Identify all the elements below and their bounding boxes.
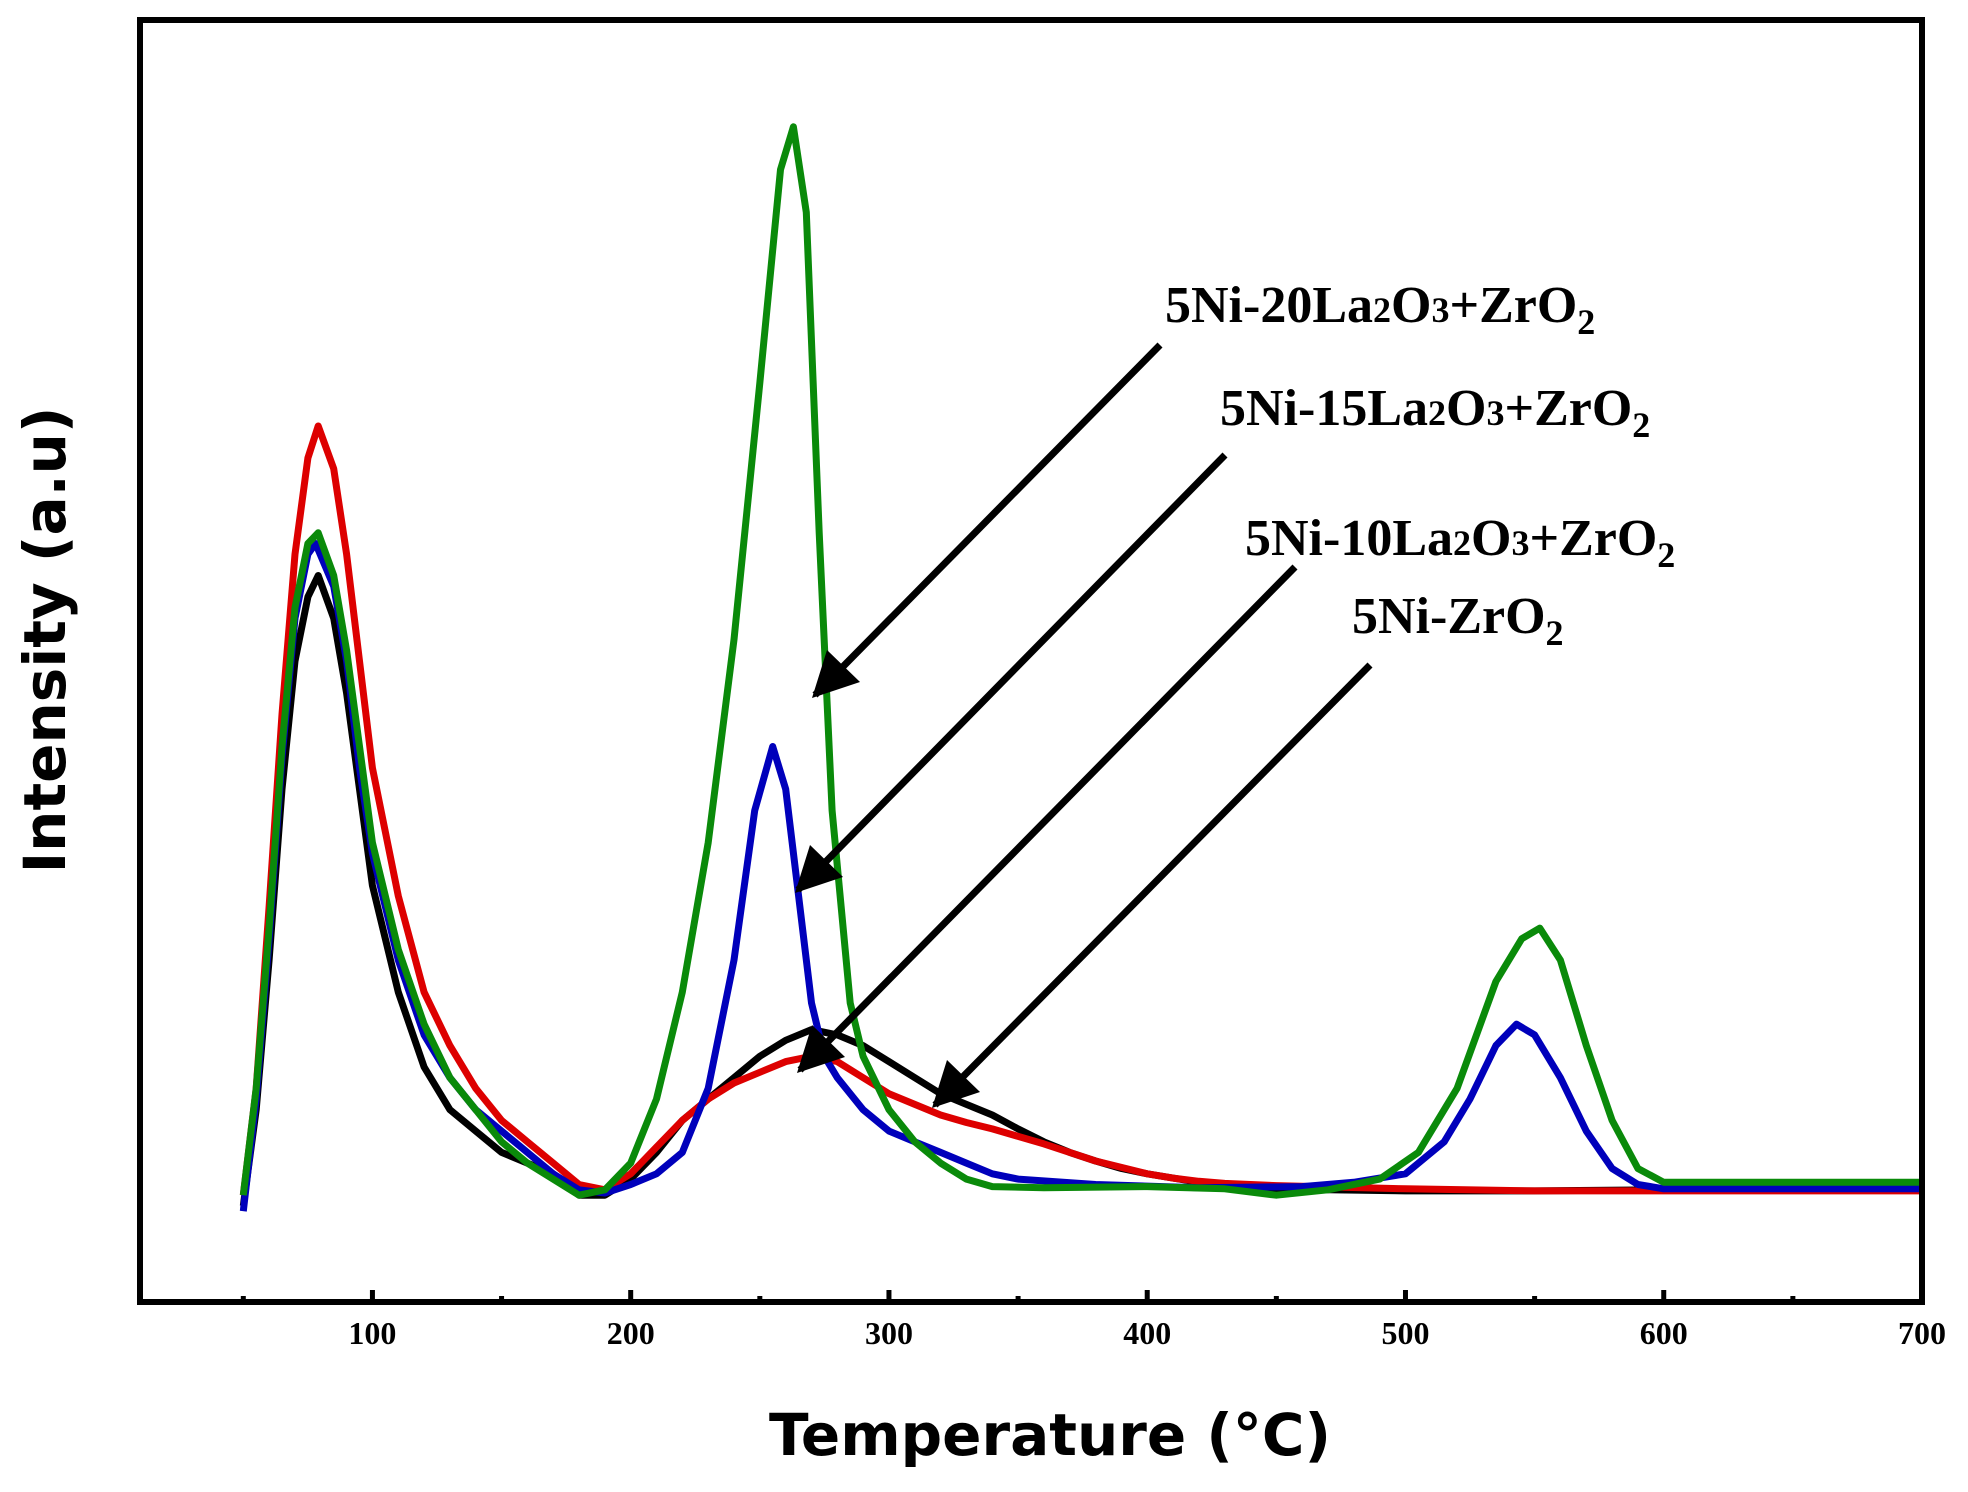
label-5Ni-ZrO2: 5Ni-ZrO2 [1352, 588, 1564, 653]
label-5Ni-15La2O3-ZrO2: 5Ni-15La2O3+ZrO2 [1220, 380, 1650, 445]
x-tick-label: 600 [1640, 1315, 1688, 1351]
series-line-1 [239, 422, 1922, 1196]
series-line-3 [239, 123, 1922, 1199]
series-layer [239, 123, 1922, 1212]
x-tick-label: 300 [865, 1315, 913, 1351]
annotation-arrows [795, 342, 1373, 1108]
annotation-arrowheads [795, 650, 980, 1108]
x-tick-label: 400 [1123, 1315, 1171, 1351]
arrow-20La [812, 342, 1163, 698]
x-tick-label: 100 [348, 1315, 396, 1351]
label-5Ni-10La2O3-ZrO2: 5Ni-10La2O3+ZrO2 [1245, 510, 1675, 575]
x-axis-title: Temperature (°C) [769, 1401, 1331, 1469]
arrow-15La [795, 452, 1228, 893]
arrowhead-15La [795, 845, 843, 893]
label-5Ni-20La2O3-ZrO2: 5Ni-20La2O3+ZrO2 [1165, 277, 1595, 342]
arrow-ZrO2 [932, 662, 1373, 1108]
x-axis: 100 200 300 400 500 600 700 [240, 1290, 1946, 1351]
arrow-10La [797, 564, 1298, 1073]
arrowhead-20La [812, 650, 860, 698]
y-axis-title: Intensity (a.u) [11, 407, 79, 874]
arrowhead-10La [797, 1025, 845, 1073]
x-tick-label: 500 [1381, 1315, 1429, 1351]
arrowhead-ZrO2 [932, 1060, 980, 1108]
plot-frame [137, 17, 1925, 1305]
x-tick-label: 700 [1898, 1315, 1946, 1351]
x-tick-label: 200 [607, 1315, 655, 1351]
